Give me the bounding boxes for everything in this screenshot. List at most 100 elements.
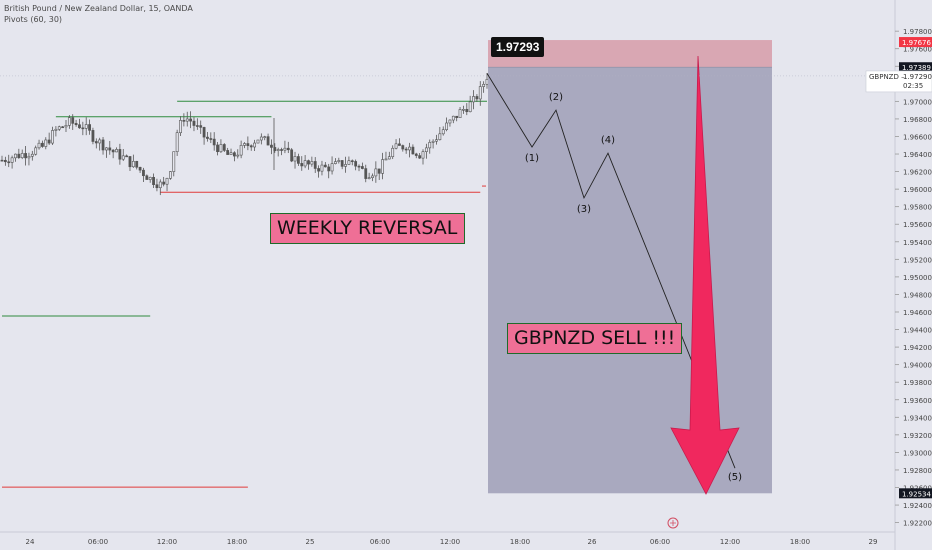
candle-body xyxy=(78,124,81,129)
candle-body xyxy=(266,136,270,146)
candle-body xyxy=(371,175,374,178)
price-tick-label: 1.94800 xyxy=(903,291,932,299)
candle-body xyxy=(418,155,422,159)
candle-body xyxy=(438,133,442,141)
candle-body xyxy=(27,155,31,159)
candle-body xyxy=(317,168,320,172)
entry-price-callout[interactable]: 1.97293 xyxy=(491,37,545,57)
time-tick-label: 24 xyxy=(26,538,35,546)
candle-body xyxy=(20,153,24,158)
down-arrow[interactable] xyxy=(670,55,740,495)
price-tick-label: 1.92800 xyxy=(903,467,932,475)
candle-body xyxy=(276,149,280,151)
candle-body xyxy=(57,126,61,130)
candle-body xyxy=(61,126,65,129)
candle-body xyxy=(175,132,179,153)
time-tick-label: 12:00 xyxy=(440,538,460,546)
candle-body xyxy=(357,165,361,168)
price-tick-label: 1.94400 xyxy=(903,327,932,335)
candle-body xyxy=(307,160,310,165)
candle-body xyxy=(381,159,384,174)
candle-body xyxy=(91,130,95,142)
candle-body xyxy=(30,153,34,157)
candle-body xyxy=(199,125,203,128)
candle-body xyxy=(54,128,58,131)
price-tick-label: 1.96200 xyxy=(903,169,932,177)
candle-body xyxy=(300,163,304,167)
candle-body xyxy=(401,145,405,150)
short-position-tool[interactable] xyxy=(488,40,772,494)
candle-body xyxy=(189,118,193,122)
candle-body xyxy=(169,171,172,179)
candle-body xyxy=(37,142,41,149)
time-tick-label: 12:00 xyxy=(157,538,177,546)
candle-body xyxy=(270,144,273,148)
candle-body xyxy=(431,140,435,143)
time-tick-label: 06:00 xyxy=(650,538,670,546)
candle-body xyxy=(256,139,260,144)
candle-body xyxy=(421,151,425,159)
candle-body xyxy=(88,124,91,131)
candle-body xyxy=(10,157,14,163)
candle-body xyxy=(135,160,139,168)
candle-body xyxy=(334,161,337,164)
candle-body xyxy=(7,161,11,164)
candle-body xyxy=(101,139,105,151)
candle-body xyxy=(172,151,176,172)
sell-signal-label[interactable]: GBPNZD SELL !!! xyxy=(507,323,683,354)
elliott-wave-path[interactable]: (1) (2) (3) (4) (5) xyxy=(486,73,742,483)
time-tick-label: 18:00 xyxy=(510,538,530,546)
candle-body xyxy=(428,142,432,149)
symbol-badge xyxy=(865,70,932,93)
price-tick-label: 1.93000 xyxy=(903,449,932,457)
events-icon[interactable] xyxy=(667,517,679,529)
price-tick-label: 1.92200 xyxy=(903,520,932,528)
candle-body xyxy=(387,156,391,160)
candle-body xyxy=(47,139,51,144)
candle-body xyxy=(84,124,88,129)
time-tick-label: 18:00 xyxy=(227,538,247,546)
symbol-title: British Pound / New Zealand Dollar, 15, … xyxy=(4,4,193,13)
price-tick-label: 1.95000 xyxy=(903,274,932,282)
candle-body xyxy=(468,101,472,113)
candle-body xyxy=(202,127,206,138)
time-tick-label: 18:00 xyxy=(790,538,810,546)
candle-body xyxy=(165,178,169,185)
candle-body xyxy=(283,147,287,151)
candle-body xyxy=(182,120,186,122)
candle-body xyxy=(360,166,364,169)
candle-body xyxy=(162,181,166,185)
candle-body xyxy=(229,152,233,155)
candle-body xyxy=(94,141,98,144)
candle-body xyxy=(243,143,246,146)
candle-body xyxy=(394,143,398,149)
candle-body xyxy=(455,115,459,118)
time-tick-label: 06:00 xyxy=(88,538,108,546)
time-tick-label: 25 xyxy=(306,538,315,546)
price-tick-label: 1.93200 xyxy=(903,432,932,440)
candle-body xyxy=(236,154,240,157)
candle-body xyxy=(98,139,102,144)
wave-label: (2) xyxy=(549,92,563,103)
candle-body xyxy=(482,83,486,87)
candle-body xyxy=(263,136,267,138)
candle-body xyxy=(293,156,297,162)
candle-body xyxy=(377,168,381,174)
wave-label: (4) xyxy=(601,135,615,146)
candle-body xyxy=(411,146,415,155)
price-badge-label: 1.97676 xyxy=(902,39,931,47)
candle-body xyxy=(142,169,145,177)
weekly-reversal-label[interactable]: WEEKLY REVERSAL xyxy=(270,213,466,244)
candle-body xyxy=(24,153,27,159)
candle-body xyxy=(81,127,85,130)
time-axis[interactable]: 24 06:00 12:00 18:00 25 06:00 12:00 18:00 26 06:0… xyxy=(0,531,895,546)
price-tick-label: 1.96000 xyxy=(903,186,932,194)
price-tick-label: 1.95200 xyxy=(903,256,932,264)
candle-body xyxy=(209,138,213,140)
price-badge-entry xyxy=(899,62,932,73)
time-tick-label: 26 xyxy=(588,538,597,546)
candle-body xyxy=(313,161,317,169)
